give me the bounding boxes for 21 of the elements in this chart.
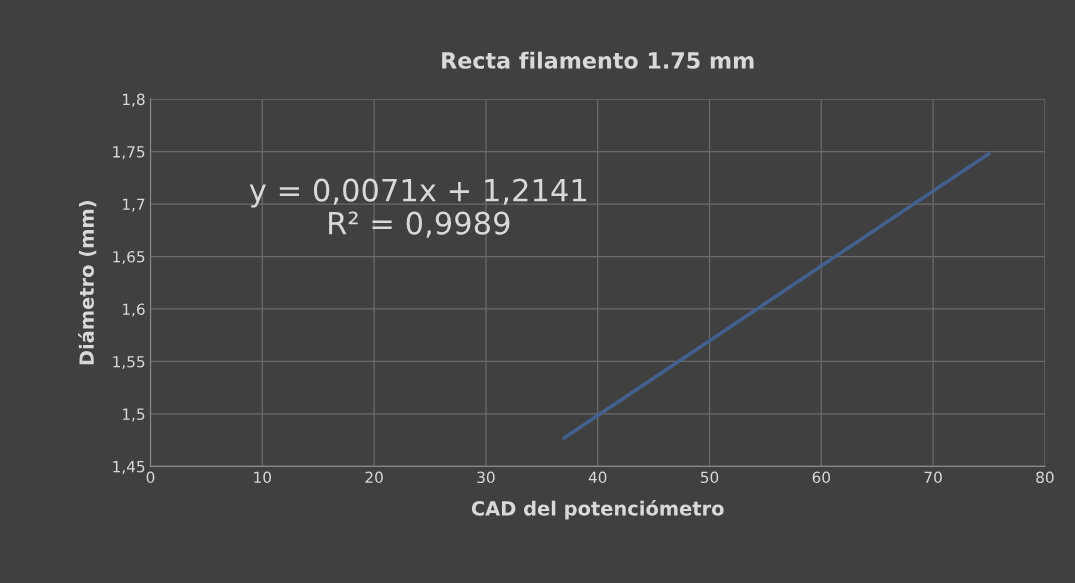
x-axis-title: CAD del potenciómetro bbox=[471, 499, 724, 520]
y-tick-label: 1,7 bbox=[123, 198, 145, 212]
x-tick-label: 70 bbox=[924, 471, 942, 484]
x-tick-label: 80 bbox=[1036, 471, 1054, 484]
annotation: y = 0,0071x + 1,2141 R² = 0,9989 bbox=[249, 178, 587, 238]
x-tick-label: 40 bbox=[588, 471, 607, 484]
chart-title: Recta filamento 1.75 mm bbox=[442, 51, 754, 69]
y-axis-title: Diámetro (mm) bbox=[78, 201, 97, 365]
y-tick-label: 1,5 bbox=[123, 408, 145, 422]
y-tick-label: 1,8 bbox=[123, 93, 145, 107]
x-tick-label: 50 bbox=[700, 471, 719, 484]
x-tick-label: 30 bbox=[477, 471, 495, 484]
y-tick-label: 1,6 bbox=[123, 303, 145, 317]
y-tick-label: 1,45 bbox=[113, 461, 145, 474]
x-tick-label: 20 bbox=[365, 471, 383, 484]
y-tick-label: 1,75 bbox=[113, 146, 145, 160]
x-tick-label: 0 bbox=[146, 471, 155, 484]
y-tick-label: 1,55 bbox=[113, 356, 145, 370]
x-tick-label: 10 bbox=[254, 471, 272, 484]
y-tick-label: 1,65 bbox=[113, 250, 145, 265]
x-tick-label: 60 bbox=[812, 471, 831, 484]
